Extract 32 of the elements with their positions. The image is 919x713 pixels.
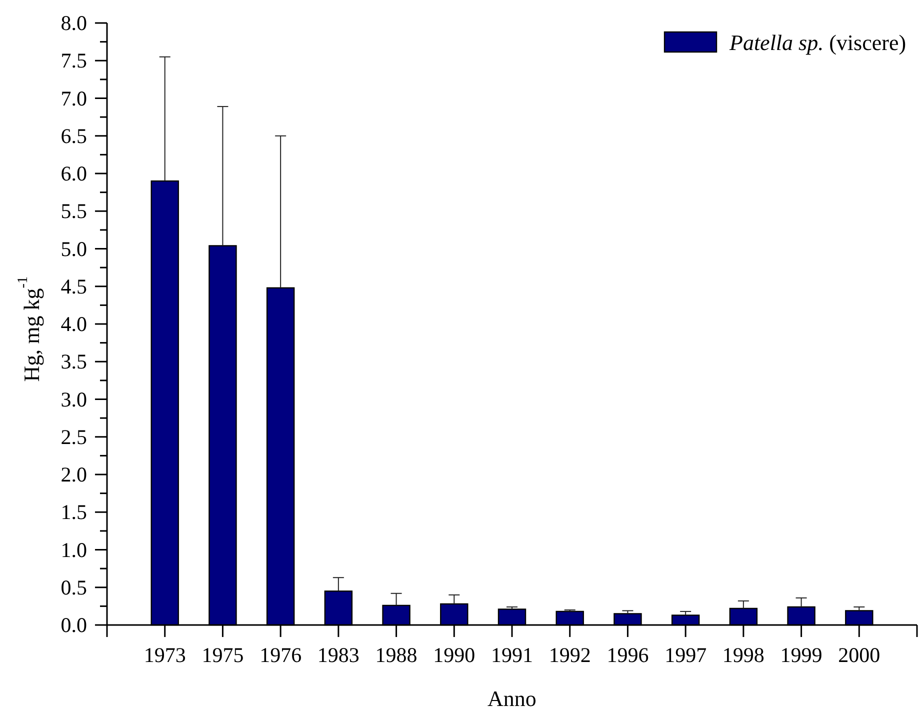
y-tick-label: 4.0 [60,312,87,336]
x-tick-label: 1996 [606,643,649,667]
x-tick-label: 1973 [144,643,186,667]
x-tick-label: 2000 [838,643,880,667]
x-tick-label: 1997 [664,643,707,667]
legend-label: Patella sp. (viscere) [728,30,906,54]
x-tick-label: 1992 [548,643,591,667]
y-tick-label: 3.0 [60,387,87,412]
y-tick-label: 6.0 [60,162,87,186]
y-tick-label: 3.5 [60,350,87,374]
x-tick-label: 1998 [722,643,764,667]
y-tick-label: 0.5 [60,575,87,600]
x-tick-label: 1999 [780,643,822,667]
x-tick-label: 1988 [375,643,418,667]
y-tick-label: 1.5 [60,500,87,524]
y-tick-label: 5.0 [60,236,87,261]
y-tick-label: 7.0 [60,86,87,110]
y-tick-label: 6.5 [60,124,87,148]
y-tick-label: 4.5 [60,274,87,298]
y-tick-label: 5.5 [60,199,87,224]
x-axis-title: Anno [488,686,536,710]
x-tick-label: 1983 [317,643,360,667]
y-tick-label: 8.0 [60,11,87,35]
y-tick-label: 1.0 [60,538,87,562]
y-tick-label: 2.5 [60,424,87,449]
x-tick-label: 1990 [433,643,476,667]
y-tick-label: 2.0 [60,462,87,486]
y-tick-label: 7.5 [60,48,87,73]
x-tick-label: 1976 [260,643,302,667]
x-tick-label: 1975 [202,643,244,667]
x-tick-label: 1991 [491,643,533,667]
y-tick-label: 0.0 [60,613,87,637]
